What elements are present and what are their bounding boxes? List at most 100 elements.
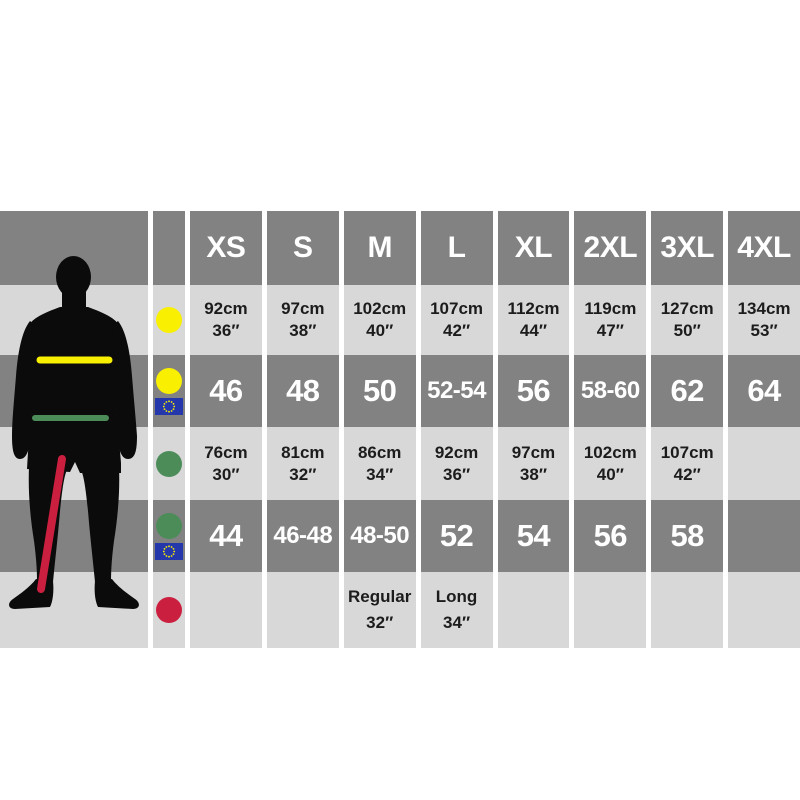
cell-chest-eu-xs: 46 <box>190 355 262 427</box>
header-cell-xs: XS <box>190 211 262 285</box>
cell-line1: Long <box>435 587 478 606</box>
cell-line2: 32″ <box>366 613 394 632</box>
cell-line1: Regular <box>348 587 412 606</box>
cell-line2: 53″ <box>750 321 778 340</box>
cell-line2: 38″ <box>289 321 317 340</box>
cell-waist-eu-3xl: 58 <box>651 500 724 572</box>
cell-line2: 38″ <box>519 464 547 484</box>
cell-line2: 32″ <box>289 464 317 484</box>
cell-line2: 40″ <box>596 464 624 484</box>
cell-leg-3xl <box>651 572 724 648</box>
cell-leg-m: Regular 32″ <box>343 572 416 648</box>
cell-waist-eu-s: 46-48 <box>266 500 339 572</box>
cell-chest-cm-2xl: 119cm 47″ <box>574 285 647 355</box>
cell-line2: 44″ <box>519 321 547 340</box>
cell-line1: 127cm <box>660 299 714 318</box>
green-circle-icon <box>156 512 182 539</box>
cell-leg-4xl <box>728 572 800 648</box>
cell-waist-cm-s: 81cm 32″ <box>266 427 339 500</box>
cell-waist-cm-l: 92cm 36″ <box>420 427 493 500</box>
cell-line2: 34″ <box>443 613 471 632</box>
cell-line2: 36″ <box>443 464 471 484</box>
cell-line2: 40″ <box>366 321 394 340</box>
eu-flag-icon <box>155 542 183 560</box>
header-cell-xl: XL <box>497 211 570 285</box>
header-cell-s: S <box>266 211 339 285</box>
cell-line1: 102cm <box>353 299 407 318</box>
legend-cell-chest-eu <box>153 355 185 427</box>
cell-leg-2xl <box>574 572 647 648</box>
cell-line1: 92cm <box>204 299 248 318</box>
cell-leg-xs <box>190 572 262 648</box>
legend-header-cell <box>153 211 185 285</box>
cell-chest-eu-4xl: 64 <box>728 355 800 427</box>
header-cell-m: M <box>343 211 416 285</box>
cell-waist-eu-2xl: 56 <box>574 500 647 572</box>
cell-line1: 76cm <box>204 442 248 462</box>
cell-line2: 36″ <box>212 321 240 340</box>
cell-line2: 50″ <box>673 321 701 340</box>
cell-waist-eu-m: 48-50 <box>343 500 416 572</box>
cell-line1: 97cm <box>281 299 325 318</box>
cell-waist-cm-xl: 97cm 38″ <box>497 427 570 500</box>
band-stripe <box>0 572 148 648</box>
cell-line1: 102cm <box>583 442 637 462</box>
cell-waist-cm-xs: 76cm 30″ <box>190 427 262 500</box>
cell-leg-l: Long 34″ <box>420 572 493 648</box>
cell-line1: 86cm <box>357 442 402 462</box>
cell-line2: 30″ <box>212 464 240 484</box>
cell-leg-xl <box>497 572 570 648</box>
cell-waist-cm-m: 86cm 34″ <box>343 427 416 500</box>
header-cell-2xl: 2XL <box>574 211 647 285</box>
cell-line1: 119cm <box>584 299 637 318</box>
eu-flag-icon <box>155 397 183 415</box>
cell-line2: 34″ <box>366 464 394 484</box>
green-circle-icon <box>156 450 182 477</box>
cell-chest-cm-4xl: 134cm 53″ <box>728 285 800 355</box>
legend-cell-waist-cm <box>153 427 185 500</box>
cell-line1: 107cm <box>430 299 484 318</box>
cell-chest-cm-l: 107cm 42″ <box>420 285 493 355</box>
legend-cell-waist-eu <box>153 500 185 572</box>
male-silhouette-icon <box>9 256 139 609</box>
cell-line2: 42″ <box>443 321 471 340</box>
yellow-circle-icon <box>156 367 182 394</box>
red-circle-icon <box>156 597 182 623</box>
legend-cell-chest-cm <box>153 285 185 355</box>
cell-chest-eu-m: 50 <box>343 355 416 427</box>
cell-waist-cm-3xl: 107cm 42″ <box>651 427 724 500</box>
size-chart: XS S M L XL 2XL 3XL 4XL 92cm 36″ 97cm 38″ … <box>0 211 800 648</box>
cell-chest-eu-s: 48 <box>266 355 339 427</box>
cell-line1: 112cm <box>507 299 560 318</box>
inside-leg-line <box>37 455 66 593</box>
header-cell-4xl: 4XL <box>728 211 800 285</box>
cell-chest-eu-xl: 56 <box>497 355 570 427</box>
cell-waist-eu-xs: 44 <box>190 500 262 572</box>
cell-line2: 47″ <box>596 321 624 340</box>
cell-waist-eu-xl: 54 <box>497 500 570 572</box>
header-cell-l: L <box>420 211 493 285</box>
cell-waist-eu-l: 52 <box>420 500 493 572</box>
cell-line2: 42″ <box>673 464 701 484</box>
cell-line1: 97cm <box>511 442 556 462</box>
cell-chest-cm-s: 97cm 38″ <box>266 285 339 355</box>
cell-line1: 107cm <box>660 442 714 462</box>
figure-panel <box>0 211 148 648</box>
cell-chest-cm-xl: 112cm 44″ <box>497 285 570 355</box>
cell-chest-cm-xs: 92cm 36″ <box>190 285 262 355</box>
legend-cell-inside-leg <box>153 572 185 648</box>
band-stripe <box>0 500 148 572</box>
cell-waist-cm-4xl <box>728 427 800 500</box>
cell-waist-cm-2xl: 102cm 40″ <box>574 427 647 500</box>
cell-chest-eu-l: 52-54 <box>420 355 493 427</box>
cell-leg-s <box>266 572 339 648</box>
header-cell-3xl: 3XL <box>651 211 724 285</box>
cell-chest-cm-3xl: 127cm 50″ <box>651 285 724 355</box>
cell-chest-cm-m: 102cm 40″ <box>343 285 416 355</box>
cell-chest-eu-2xl: 58-60 <box>574 355 647 427</box>
cell-line1: 134cm <box>737 299 791 318</box>
cell-line1: 92cm <box>434 442 479 462</box>
cell-line1: 81cm <box>281 442 325 462</box>
cell-waist-eu-4xl <box>728 500 800 572</box>
